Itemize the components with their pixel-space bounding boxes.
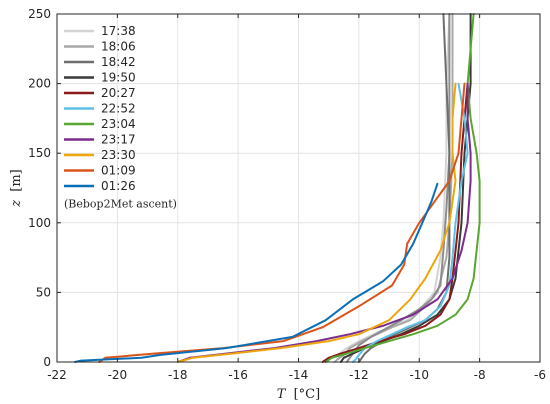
legend-entry: 18:42 xyxy=(101,55,136,69)
legend-entry: 22:52 xyxy=(101,102,136,116)
y-tick-label: 250 xyxy=(28,7,51,21)
y-tick-label: 150 xyxy=(28,146,51,160)
x-tick-label: -10 xyxy=(409,368,429,382)
y-tick-label: 50 xyxy=(36,285,51,299)
x-axis-label: T [°C] xyxy=(277,387,320,402)
legend-entry: 23:17 xyxy=(101,133,136,147)
legend-entry: 23:04 xyxy=(101,117,136,131)
series-line-11 xyxy=(74,182,439,363)
x-tick-label: -12 xyxy=(349,368,369,382)
series-lines xyxy=(74,13,481,363)
legend-entry: 01:09 xyxy=(101,164,136,178)
x-axis-variable: T xyxy=(277,387,287,402)
x-tick-label: -20 xyxy=(108,368,128,382)
y-tick-label: 200 xyxy=(28,77,51,91)
series-line-0 xyxy=(324,13,451,363)
y-tick-label: 100 xyxy=(28,216,51,230)
series-line-5 xyxy=(321,82,469,363)
x-tick-label: -16 xyxy=(228,368,248,382)
legend-entry: 18:06 xyxy=(101,40,136,54)
legend-entry: 17:38 xyxy=(101,24,136,38)
x-tick-label: -18 xyxy=(168,368,188,382)
x-tick-label: -6 xyxy=(534,368,546,382)
series-line-9 xyxy=(176,82,457,363)
legend-entry: 23:30 xyxy=(101,148,136,162)
y-tick-label: 0 xyxy=(43,355,51,369)
x-tick-label: -8 xyxy=(474,368,486,382)
legend-entry: 19:50 xyxy=(101,71,136,85)
series-line-10 xyxy=(98,82,466,363)
legend-entry: 01:26 xyxy=(101,179,136,193)
series-line-6 xyxy=(351,82,469,363)
axis-ticks: -22 -20 -18 -16 -14 -12 -10 -8 -6 0 50 100 150 200 250 xyxy=(28,7,546,382)
legend-entry: 20:27 xyxy=(101,86,136,100)
x-axis-unit: [°C] xyxy=(294,387,321,402)
y-axis-unit: [m] xyxy=(9,169,24,191)
y-axis-variable: z xyxy=(9,200,24,208)
series-line-2 xyxy=(345,13,451,363)
x-tick-label: -22 xyxy=(47,368,67,382)
x-tick-label: -14 xyxy=(289,368,309,382)
y-axis-label: z [m] xyxy=(9,169,24,207)
legend-note: (Bebop2Met ascent) xyxy=(64,198,177,211)
series-line-7 xyxy=(324,13,481,363)
